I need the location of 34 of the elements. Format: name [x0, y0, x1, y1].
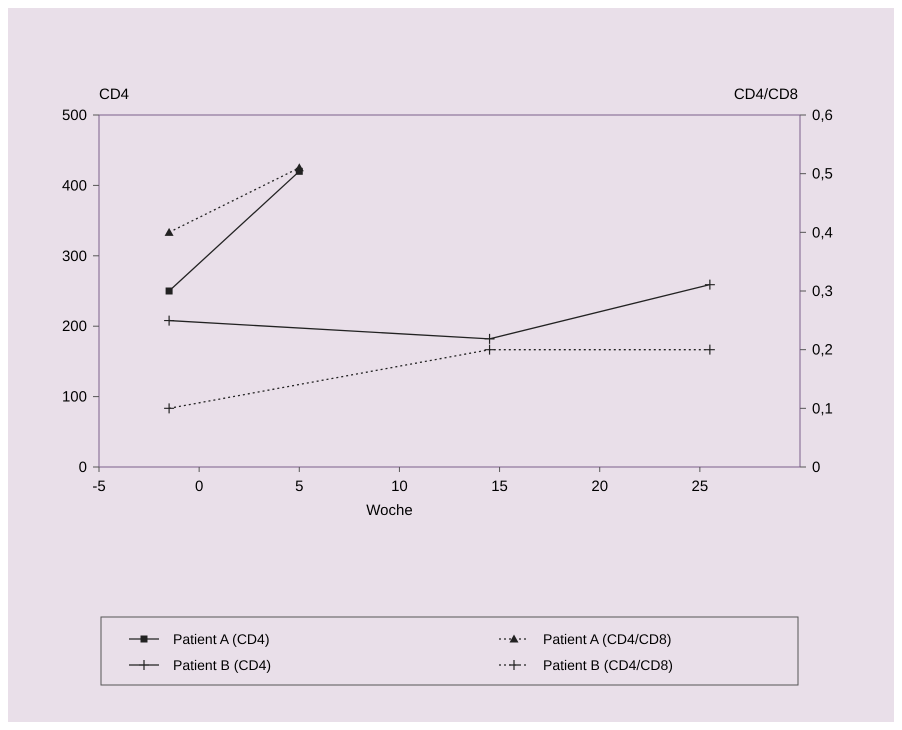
point — [704, 344, 716, 356]
y-tick-label: 300 — [62, 248, 87, 265]
y-tick-label: 200 — [62, 318, 87, 336]
y2-tick-label: 0,2 — [812, 342, 833, 359]
point — [484, 333, 496, 344]
y-tick-label: 0 — [78, 459, 87, 476]
x-tick-label: 15 — [491, 478, 508, 495]
x-axis-title: Woche — [366, 502, 413, 519]
y-tick-label: 500 — [62, 107, 87, 124]
y-tick-label: 100 — [62, 388, 87, 406]
y2-tick-label: 0,6 — [812, 107, 833, 124]
point — [166, 288, 173, 294]
point — [704, 279, 716, 290]
y2-axis-title: CD4/CD8 — [734, 86, 798, 103]
point — [484, 344, 496, 356]
x-tick-label: 10 — [391, 478, 408, 495]
x-tick-label: 5 — [295, 478, 304, 495]
x-tick-label: 0 — [194, 478, 204, 495]
legend-label: Patient B (CD4/CD8) — [543, 657, 673, 673]
point — [164, 402, 175, 414]
x-tick-label: 20 — [591, 478, 608, 495]
legend-label: Patient A (CD4) — [173, 631, 270, 647]
legend-label: Patient B (CD4) — [173, 657, 272, 673]
point — [164, 314, 175, 326]
y2-tick-label: 0,3 — [812, 283, 833, 300]
y2-tick-label: 0,4 — [812, 224, 833, 242]
legend-label: Patient A (CD4/CD8) — [543, 631, 672, 647]
y2-tick-label: 0,5 — [812, 166, 833, 183]
y-tick-label: 400 — [62, 177, 87, 194]
y-axis-title: CD4 — [99, 86, 130, 103]
x-tick-label: 25 — [692, 478, 708, 495]
x-tick-label: -5 — [92, 478, 106, 495]
y2-tick-label: 0,1 — [812, 400, 833, 418]
y2-tick-label: 0 — [812, 459, 820, 476]
